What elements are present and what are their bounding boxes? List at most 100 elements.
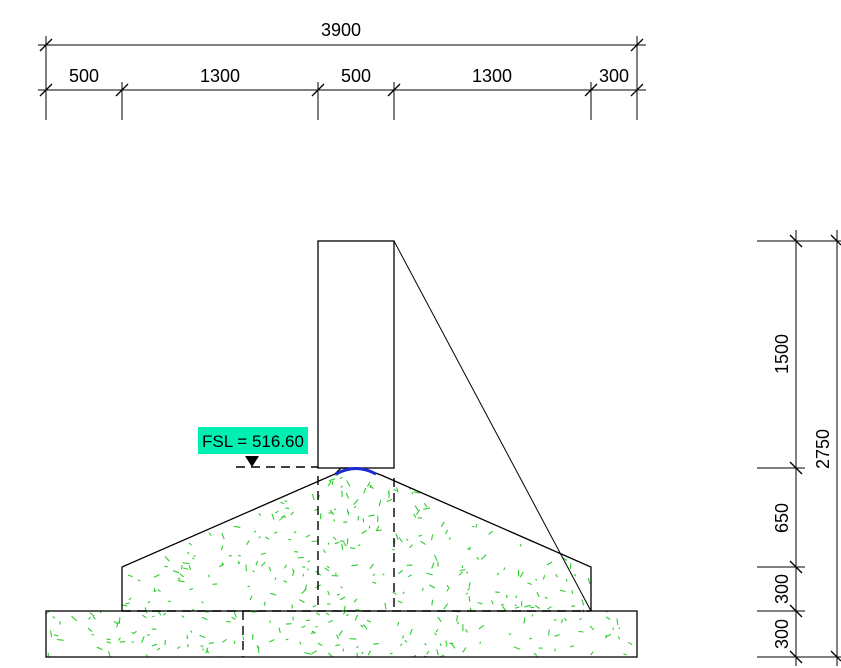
concrete-speckle <box>433 493 440 497</box>
concrete-speckle <box>388 493 390 498</box>
concrete-speckle <box>346 538 349 545</box>
concrete-speckle <box>76 471 81 475</box>
concrete-speckle <box>467 546 472 550</box>
concrete-speckle <box>143 471 146 476</box>
concrete-speckle <box>274 577 277 581</box>
concrete-speckle <box>396 487 399 493</box>
concrete-speckle <box>199 634 206 639</box>
concrete-speckle <box>554 634 560 637</box>
concrete-speckle <box>430 534 434 541</box>
concrete-speckle <box>143 547 148 551</box>
concrete-speckle <box>181 615 185 618</box>
concrete-speckle <box>154 517 160 520</box>
concrete-speckle <box>292 616 294 621</box>
concrete-speckle <box>137 579 141 582</box>
concrete-speckle <box>126 516 130 523</box>
concrete-speckle <box>153 497 159 501</box>
concrete-speckle <box>468 582 471 588</box>
concrete-speckle <box>562 557 568 561</box>
concrete-speckle <box>221 532 225 540</box>
concrete-speckle <box>271 513 275 520</box>
diagonal-brace-line <box>393 240 592 612</box>
concrete-speckle <box>351 564 359 567</box>
concrete-speckle <box>52 529 59 532</box>
concrete-speckle <box>116 521 121 526</box>
concrete-speckle <box>82 533 85 537</box>
concrete-speckles <box>46 462 637 657</box>
concrete-speckle <box>139 493 142 498</box>
concrete-speckle <box>333 508 337 511</box>
concrete-speckle <box>322 549 327 554</box>
concrete-speckle <box>312 604 317 608</box>
concrete-speckle <box>395 533 399 540</box>
concrete-speckle <box>128 597 132 601</box>
concrete-speckle <box>104 529 107 532</box>
concrete-speckle <box>69 596 72 604</box>
concrete-speckle <box>71 615 78 622</box>
concrete-speckle <box>110 549 115 554</box>
concrete-speckle <box>311 650 318 655</box>
concrete-speckle <box>424 643 427 646</box>
concrete-speckle <box>354 614 359 621</box>
concrete-speckle <box>187 643 189 648</box>
concrete-speckle <box>53 468 56 471</box>
concrete-speckle <box>465 592 468 595</box>
concrete-speckle <box>343 605 346 611</box>
concrete-speckle <box>552 518 555 522</box>
concrete-speckle <box>446 584 450 590</box>
concrete-speckle <box>514 604 517 607</box>
concrete-speckle <box>255 560 259 566</box>
concrete-speckle <box>369 563 374 570</box>
concrete-speckle <box>70 539 75 545</box>
crest-wall <box>317 240 395 469</box>
concrete-speckle <box>450 642 456 649</box>
concrete-speckle <box>245 468 253 473</box>
concrete-speckle <box>315 612 321 616</box>
concrete-speckle <box>435 628 439 633</box>
concrete-speckle <box>401 462 402 465</box>
concrete-speckle <box>75 512 80 515</box>
concrete-speckle <box>230 470 234 473</box>
concrete-speckle <box>180 532 185 538</box>
concrete-speckle <box>426 650 430 655</box>
concrete-speckle <box>523 604 531 608</box>
concrete-speckle <box>523 617 526 624</box>
concrete-speckle <box>367 650 372 656</box>
concrete-speckle <box>280 501 285 505</box>
concrete-speckle <box>465 629 468 633</box>
segment-width-label: 500 <box>341 66 371 86</box>
concrete-speckle <box>275 510 279 514</box>
concrete-speckle <box>401 635 405 639</box>
concrete-speckle <box>269 620 271 623</box>
concrete-speckle <box>573 523 578 529</box>
concrete-speckle <box>623 653 627 656</box>
concrete-speckle <box>334 541 340 545</box>
concrete-speckle <box>559 589 566 593</box>
concrete-speckle <box>547 606 552 610</box>
concrete-speckle <box>258 536 261 539</box>
concrete-speckle <box>467 587 471 591</box>
concrete-speckle <box>512 474 516 479</box>
concrete-speckle <box>201 616 208 621</box>
concrete-speckle <box>500 521 504 528</box>
concrete-speckle <box>431 562 435 569</box>
concrete-speckle <box>623 464 625 466</box>
concrete-speckle <box>529 637 533 640</box>
concrete-speckle <box>164 556 170 562</box>
concrete-speckle <box>509 468 516 472</box>
concrete-speckle <box>264 536 270 540</box>
concrete-speckle <box>131 631 135 635</box>
concrete-speckle <box>242 635 245 641</box>
concrete-speckle <box>404 639 408 643</box>
side-dimensions: 1500 650 300 300 2750 <box>757 230 841 666</box>
overall-height-label: 2750 <box>813 429 833 469</box>
concrete-speckle <box>620 519 623 523</box>
concrete-speckle <box>568 522 574 526</box>
concrete-speckle <box>605 616 611 621</box>
concrete-speckle <box>258 512 261 517</box>
segment-width-label: 1300 <box>200 66 240 86</box>
concrete-speckle <box>328 478 336 482</box>
concrete-speckle <box>125 538 127 545</box>
concrete-speckle <box>546 561 553 566</box>
concrete-speckle <box>384 602 387 610</box>
